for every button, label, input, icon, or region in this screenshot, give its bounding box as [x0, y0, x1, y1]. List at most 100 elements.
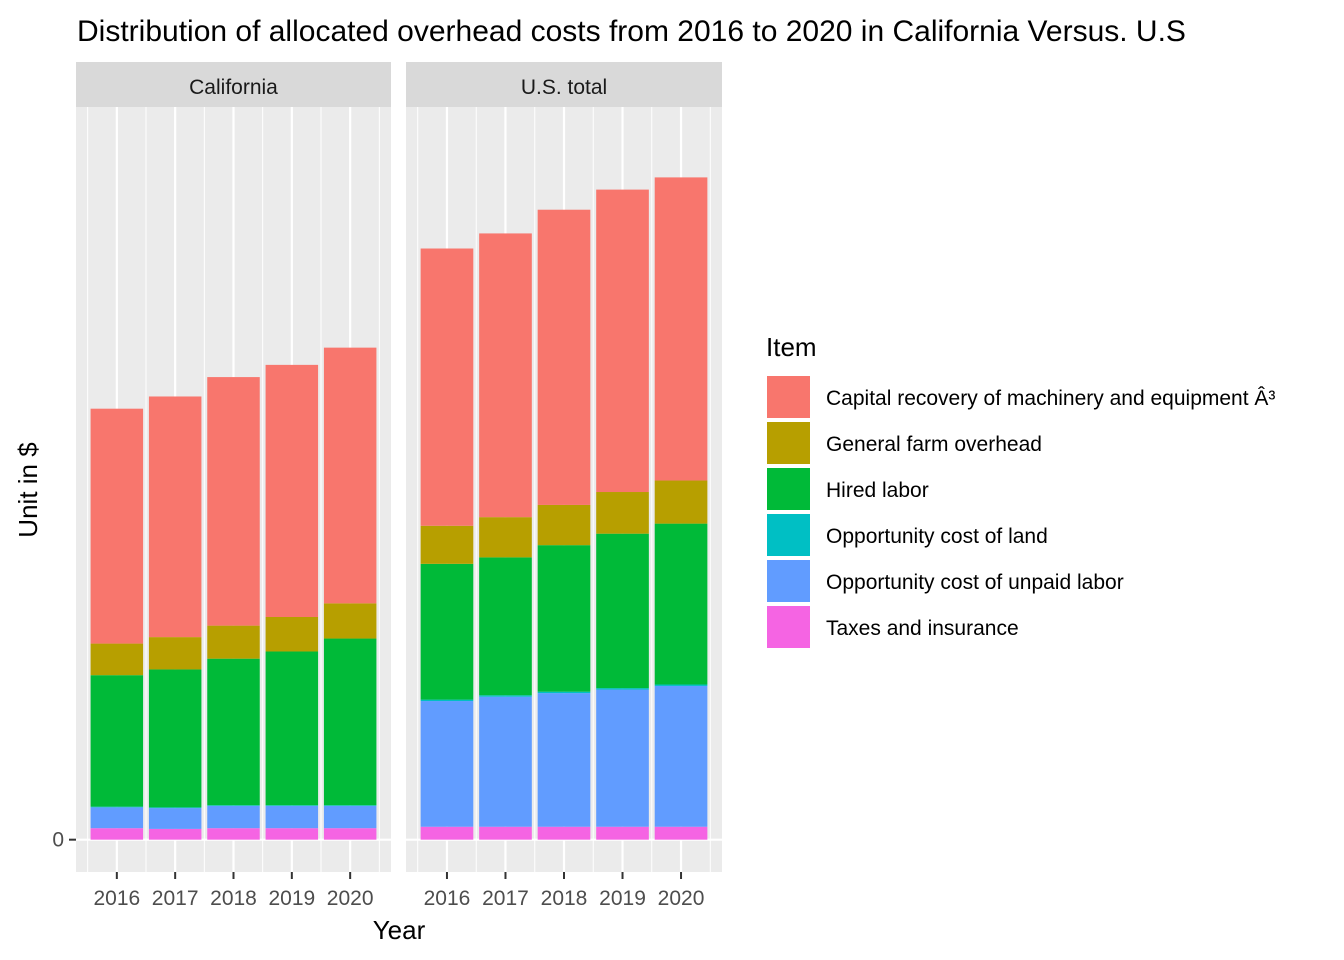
bar-segment-opportunity-cost-of-unpaid-labor-2016	[420, 701, 474, 827]
bar-segment-opportunity-cost-of-land-2016	[90, 806, 144, 808]
bar-segment-taxes-and-insurance-2018	[207, 828, 260, 840]
bar-segment-taxes-and-insurance-2019	[265, 828, 319, 840]
bar-segment-hired-labor-2020	[323, 638, 377, 806]
bar-segment-hired-labor-2017	[479, 557, 532, 696]
legend-swatch-opportunity-cost-of-land	[767, 514, 810, 556]
legend-label: General farm overhead	[826, 433, 1042, 456]
legend-items: Capital recovery of machinery and equipm…	[767, 376, 1275, 648]
y-axis-title: Unit in $	[13, 442, 43, 538]
bar-segment-opportunity-cost-of-unpaid-labor-2017	[479, 696, 532, 827]
bar-segment-opportunity-cost-of-land-2016	[420, 699, 474, 702]
bar-segment-capital-recovery-of-machinery-and-equipment-2016	[420, 248, 474, 526]
bar-segment-capital-recovery-of-machinery-and-equipment-2019	[265, 364, 319, 617]
x-tick-label: 2016	[93, 887, 140, 910]
bar-segment-opportunity-cost-of-land-2018	[207, 805, 260, 806]
bar-segment-general-farm-overhead-2017	[148, 637, 202, 670]
bar-segment-opportunity-cost-of-land-2017	[148, 807, 202, 809]
legend-swatch-general-farm-overhead	[767, 422, 810, 464]
bar-segment-opportunity-cost-of-unpaid-labor-2018	[207, 805, 260, 829]
bar-segment-taxes-and-insurance-2018	[537, 826, 591, 840]
bar-segment-capital-recovery-of-machinery-and-equipment-2016	[90, 408, 144, 644]
x-axes: 2016 2017 2018 2019 2020 2016 2017 2018 2019 2020	[93, 872, 704, 910]
bar-segment-opportunity-cost-of-unpaid-labor-2020	[654, 685, 708, 827]
bar-segment-general-farm-overhead-2018	[207, 625, 260, 659]
x-tick-label: 2016	[424, 887, 471, 910]
facet-label-california: California	[189, 76, 278, 99]
bar-segment-hired-labor-2017	[148, 669, 202, 808]
bar-segment-capital-recovery-of-machinery-and-equipment-2018	[207, 377, 260, 626]
bar-segment-hired-labor-2016	[90, 675, 144, 807]
x-tick-label: 2020	[658, 887, 705, 910]
bar-segment-opportunity-cost-of-land-2020	[654, 684, 708, 686]
legend-swatch-hired-labor	[767, 468, 810, 510]
bar-segment-general-farm-overhead-2019	[596, 492, 649, 534]
x-tick-label: 2018	[541, 887, 588, 910]
bar-segment-opportunity-cost-of-land-2018	[537, 691, 591, 694]
bar-segment-hired-labor-2018	[207, 658, 260, 806]
panel-bars	[420, 177, 708, 840]
bar-segment-opportunity-cost-of-unpaid-labor-2020	[323, 805, 377, 829]
bar-segment-capital-recovery-of-machinery-and-equipment-2017	[148, 396, 202, 638]
bar-segment-hired-labor-2019	[596, 533, 649, 689]
x-tick-label: 2019	[268, 887, 315, 910]
bar-segment-general-farm-overhead-2016	[90, 643, 144, 676]
bar-segment-hired-labor-2018	[537, 545, 591, 692]
bar-segment-capital-recovery-of-machinery-and-equipment-2017	[479, 233, 532, 518]
legend-label: Opportunity cost of land	[826, 525, 1048, 548]
bar-segment-taxes-and-insurance-2020	[323, 828, 377, 840]
facet-strip	[76, 62, 391, 107]
bar-segment-opportunity-cost-of-land-2017	[479, 695, 532, 697]
bar-segment-taxes-and-insurance-2017	[479, 826, 532, 840]
x-tick-label: 2019	[599, 887, 646, 910]
bar-segment-general-farm-overhead-2020	[654, 480, 708, 524]
bar-segment-general-farm-overhead-2019	[265, 617, 319, 652]
legend-swatch-capital-recovery-of-machinery-and-equipment	[767, 376, 810, 418]
bar-segment-general-farm-overhead-2017	[479, 517, 532, 558]
panel-us-total: U.S. total	[406, 62, 722, 872]
bar-segment-opportunity-cost-of-land-2020	[323, 805, 377, 806]
bar-segment-opportunity-cost-of-unpaid-labor-2019	[596, 689, 649, 827]
legend-label: Opportunity cost of unpaid labor	[826, 571, 1124, 594]
bar-segment-opportunity-cost-of-unpaid-labor-2019	[265, 805, 319, 829]
y-axis: 0	[52, 829, 76, 852]
legend-label: Capital recovery of machinery and equipm…	[826, 387, 1275, 410]
y-tick-label: 0	[52, 829, 64, 852]
panel-bars	[90, 347, 377, 840]
bar-segment-general-farm-overhead-2018	[537, 504, 591, 546]
chart-title: Distribution of allocated overhead costs…	[77, 15, 1186, 48]
bar-segment-capital-recovery-of-machinery-and-equipment-2020	[323, 347, 377, 604]
legend-title: Item	[766, 332, 817, 362]
legend: Item Capital recovery of machinery and e…	[766, 332, 1275, 648]
bar-segment-opportunity-cost-of-land-2019	[265, 805, 319, 806]
x-tick-label: 2017	[482, 887, 529, 910]
bar-segment-hired-labor-2019	[265, 651, 319, 806]
bar-segment-hired-labor-2016	[420, 563, 474, 700]
bar-segment-opportunity-cost-of-unpaid-labor-2018	[537, 693, 591, 827]
legend-label: Taxes and insurance	[826, 617, 1019, 640]
bar-segment-opportunity-cost-of-land-2019	[596, 688, 649, 690]
x-tick-label: 2017	[152, 887, 199, 910]
bar-segment-capital-recovery-of-machinery-and-equipment-2020	[654, 177, 708, 481]
legend-swatch-opportunity-cost-of-unpaid-labor	[767, 560, 810, 602]
bar-segment-general-farm-overhead-2020	[323, 603, 377, 639]
bar-segment-opportunity-cost-of-unpaid-labor-2017	[148, 808, 202, 829]
bar-segment-opportunity-cost-of-unpaid-labor-2016	[90, 807, 144, 829]
facet-label-us-total: U.S. total	[521, 76, 607, 99]
bar-segment-general-farm-overhead-2016	[420, 525, 474, 564]
x-axis-title: Year	[373, 915, 426, 945]
bar-segment-taxes-and-insurance-2016	[90, 828, 144, 840]
bar-segment-taxes-and-insurance-2020	[654, 826, 708, 840]
x-tick-label: 2020	[327, 887, 374, 910]
x-tick-label: 2018	[210, 887, 257, 910]
legend-label: Hired labor	[826, 479, 929, 502]
panel-california: California	[76, 62, 391, 872]
facet-strip	[406, 62, 722, 107]
bar-segment-capital-recovery-of-machinery-and-equipment-2018	[537, 209, 591, 505]
bar-segment-taxes-and-insurance-2019	[596, 826, 649, 840]
bar-segment-capital-recovery-of-machinery-and-equipment-2019	[596, 189, 649, 493]
legend-swatch-taxes-and-insurance	[767, 606, 810, 648]
bar-segment-hired-labor-2020	[654, 523, 708, 685]
bar-segment-taxes-and-insurance-2016	[420, 826, 474, 840]
bar-segment-taxes-and-insurance-2017	[148, 828, 202, 840]
